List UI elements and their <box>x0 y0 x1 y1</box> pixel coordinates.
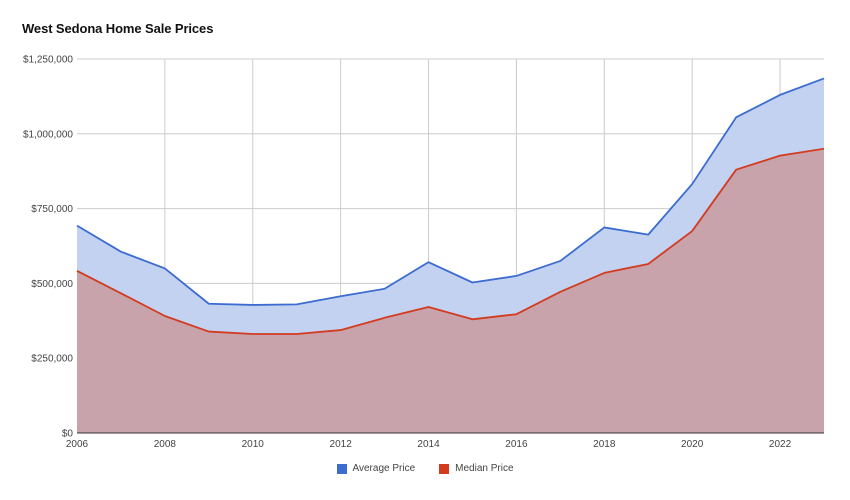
point-average-price[interactable] <box>206 301 212 307</box>
x-tick-label: 2018 <box>593 439 616 450</box>
x-tick-label: 2020 <box>681 439 704 450</box>
legend: Average Price Median Price <box>0 463 850 474</box>
y-tick-label: $250,000 <box>31 354 73 365</box>
point-average-price[interactable] <box>162 265 168 271</box>
point-median-price[interactable] <box>821 146 827 152</box>
y-tick-label: $0 <box>62 429 74 440</box>
x-tick-label: 2008 <box>154 439 177 450</box>
point-average-price[interactable] <box>645 232 651 238</box>
x-tick-label: 2022 <box>769 439 792 450</box>
point-average-price[interactable] <box>338 293 344 299</box>
point-median-price[interactable] <box>206 329 212 335</box>
point-median-price[interactable] <box>294 331 300 337</box>
point-average-price[interactable] <box>777 92 783 98</box>
y-tick-label: $1,000,000 <box>23 129 73 140</box>
line-average-price <box>76 77 825 306</box>
x-tick-label: 2012 <box>330 439 353 450</box>
point-median-price[interactable] <box>382 315 388 321</box>
point-average-price[interactable] <box>250 302 256 308</box>
point-average-price[interactable] <box>821 75 827 81</box>
legend-item-median-price[interactable]: Median Price <box>439 463 514 474</box>
area-median-price <box>77 148 824 433</box>
point-median-price[interactable] <box>162 313 168 319</box>
point-median-price[interactable] <box>513 311 519 317</box>
x-tick-label: 2014 <box>417 439 440 450</box>
legend-label-average-price: Average Price <box>352 463 416 474</box>
series-lines <box>74 75 827 337</box>
point-average-price[interactable] <box>689 181 695 187</box>
series-areas <box>77 78 824 433</box>
y-tick-label: $750,000 <box>31 204 73 215</box>
point-median-price[interactable] <box>426 304 432 310</box>
point-median-price[interactable] <box>777 153 783 159</box>
point-average-price[interactable] <box>733 114 739 120</box>
x-tick-label: 2010 <box>242 439 265 450</box>
point-average-price[interactable] <box>557 258 563 264</box>
point-median-price[interactable] <box>689 228 695 234</box>
point-average-price[interactable] <box>118 249 124 255</box>
x-axis-tick-labels: 2006 2008 2010 2012 2014 2016 2018 2020 2022 <box>66 439 792 450</box>
point-median-price[interactable] <box>645 261 651 267</box>
point-average-price[interactable] <box>513 273 519 279</box>
point-median-price[interactable] <box>74 268 80 274</box>
point-average-price[interactable] <box>74 223 80 229</box>
point-median-price[interactable] <box>250 331 256 337</box>
y-tick-label: $500,000 <box>31 279 73 290</box>
point-average-price[interactable] <box>294 301 300 307</box>
legend-swatch-average-price <box>336 463 347 474</box>
legend-swatch-median-price <box>439 463 450 474</box>
point-median-price[interactable] <box>601 270 607 276</box>
x-tick-label: 2016 <box>505 439 528 450</box>
point-median-price[interactable] <box>118 290 124 296</box>
point-average-price[interactable] <box>426 259 432 265</box>
point-median-price[interactable] <box>469 316 475 322</box>
chart-title: West Sedona Home Sale Prices <box>22 21 214 36</box>
point-median-price[interactable] <box>733 167 739 173</box>
y-axis-tick-labels: $0 $250,000 $500,000 $750,000 $1,000,000 $1,2… <box>23 55 73 440</box>
point-median-price[interactable] <box>338 327 344 333</box>
point-average-price[interactable] <box>382 286 388 292</box>
line-median-price <box>76 147 825 335</box>
legend-item-average-price[interactable]: Average Price <box>336 463 416 474</box>
point-average-price[interactable] <box>601 224 607 230</box>
x-tick-label: 2006 <box>66 439 89 450</box>
legend-label-median-price: Median Price <box>455 463 514 474</box>
point-median-price[interactable] <box>557 289 563 295</box>
point-average-price[interactable] <box>469 280 475 286</box>
y-tick-label: $1,250,000 <box>23 55 73 66</box>
